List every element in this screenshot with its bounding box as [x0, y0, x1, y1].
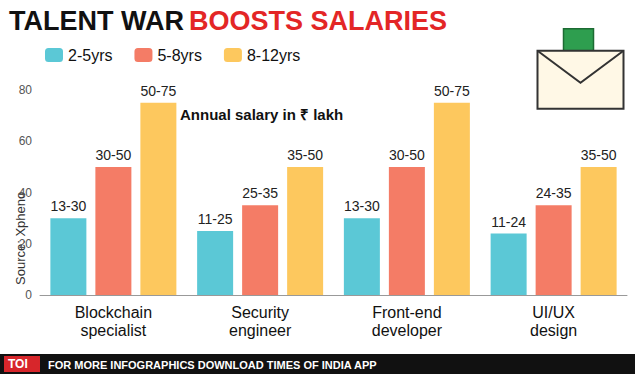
svg-text:20: 20 — [19, 237, 33, 251]
svg-text:design: design — [530, 322, 577, 339]
svg-text:developer: developer — [372, 322, 443, 339]
svg-text:UI/UX: UI/UX — [532, 304, 575, 321]
svg-text:Source: Xpheno: Source: Xpheno — [13, 191, 28, 285]
svg-text:TOI: TOI — [8, 357, 28, 371]
svg-text:13-30: 13-30 — [344, 198, 380, 214]
svg-text:TALENT WAR: TALENT WAR — [9, 6, 184, 36]
svg-text:0: 0 — [25, 288, 32, 302]
svg-text:35-50: 35-50 — [287, 147, 323, 163]
svg-text:35-50: 35-50 — [581, 147, 617, 163]
svg-text:13-30: 13-30 — [50, 198, 86, 214]
svg-text:30-50: 30-50 — [95, 147, 131, 163]
svg-text:engineer: engineer — [229, 322, 292, 339]
svg-text:80: 80 — [19, 83, 33, 97]
svg-text:BOOSTS SALARIES: BOOSTS SALARIES — [189, 6, 447, 36]
svg-text:60: 60 — [19, 134, 33, 148]
svg-text:50-75: 50-75 — [140, 83, 176, 99]
svg-text:11-24: 11-24 — [491, 214, 526, 230]
svg-text:11-25: 11-25 — [198, 211, 233, 227]
svg-text:30-50: 30-50 — [389, 147, 425, 163]
svg-text:Annual salary in ₹ lakh: Annual salary in ₹ lakh — [180, 106, 343, 123]
svg-text:Front-end: Front-end — [372, 304, 441, 321]
svg-text:25-35: 25-35 — [242, 185, 278, 201]
svg-text:24-35: 24-35 — [536, 185, 572, 201]
svg-text:8-12yrs: 8-12yrs — [247, 47, 300, 64]
svg-text:Security: Security — [231, 304, 289, 321]
svg-text:50-75: 50-75 — [434, 83, 470, 99]
svg-text:FOR MORE INFOGRAPHICS DOWNLOAD: FOR MORE INFOGRAPHICS DOWNLOAD TIMES OF … — [48, 359, 377, 371]
svg-text:40: 40 — [19, 186, 33, 200]
svg-text:5-8yrs: 5-8yrs — [157, 47, 201, 64]
svg-text:Blockchain: Blockchain — [75, 304, 152, 321]
svg-text:specialist: specialist — [80, 322, 146, 339]
svg-text:2-5yrs: 2-5yrs — [68, 47, 112, 64]
